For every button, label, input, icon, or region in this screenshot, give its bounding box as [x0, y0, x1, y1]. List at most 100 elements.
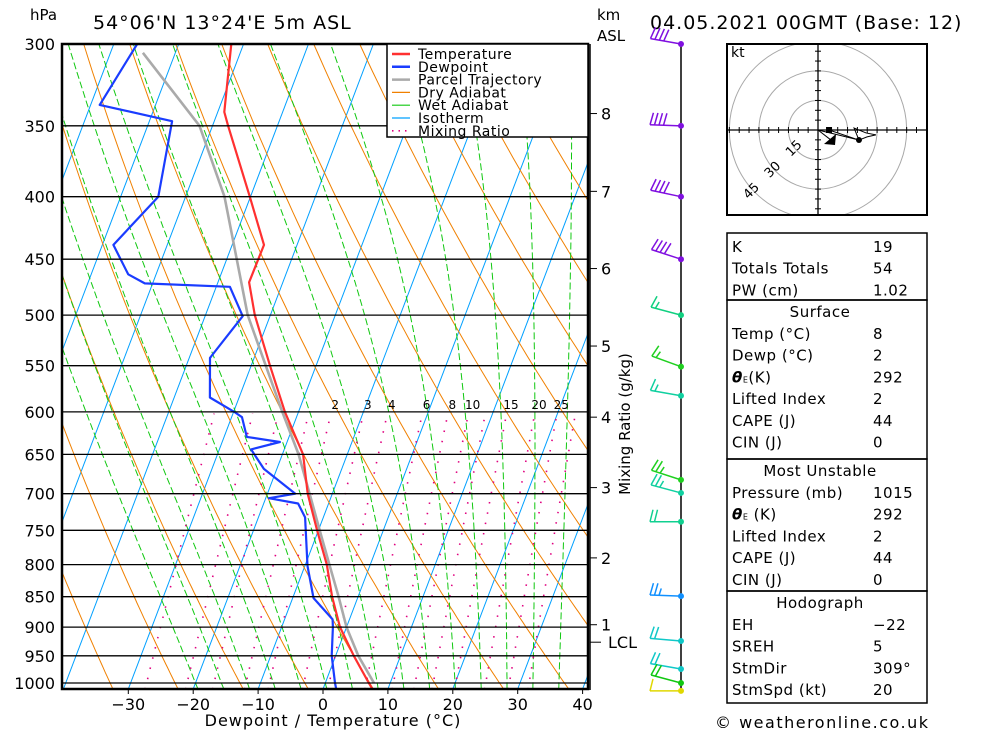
location-title: 54°06'N 13°24'E 5m ASL [93, 12, 352, 34]
wind-barb-flag [649, 378, 657, 391]
wind-barb [649, 509, 684, 525]
pressure-tick-label: 1000 [14, 674, 55, 693]
isotherm-line [387, 161, 588, 689]
index-value: 0 [873, 434, 883, 452]
mixing-ratio-label: 6 [423, 398, 431, 412]
index-value: 5 [873, 638, 883, 656]
table-title: Most Unstable [763, 462, 876, 480]
wind-barb-flag [650, 473, 658, 486]
wet-adiabat-line [460, 44, 508, 689]
wet-adiabat-line [519, 44, 536, 689]
wind-barb-half-flag [659, 466, 665, 474]
legend-label: Dewpoint [418, 60, 489, 76]
wet-adiabat-line [270, 44, 431, 689]
temperature-tick-label: −20 [176, 695, 210, 714]
isotherm-line [62, 44, 245, 524]
mixing-ratio-label: 2 [331, 398, 339, 412]
hodograph-end-marker [855, 137, 862, 144]
wind-barb-flag [649, 27, 657, 39]
theta-symbol: θ [732, 368, 743, 386]
mixing-ratio-label: 4 [388, 398, 396, 412]
wind-barb [649, 112, 684, 129]
hodograph-start-marker [826, 127, 833, 133]
temperature-tick-label: −10 [241, 695, 275, 714]
temperature-tick-label: −30 [111, 695, 145, 714]
dry-adiabat-line [820, 44, 1000, 689]
index-value: 0 [873, 571, 883, 589]
hodograph-unit-label: kt [731, 45, 745, 61]
wind-barb-flag [655, 460, 663, 473]
wind-barb-dot [678, 363, 684, 370]
hodograph-table: Hodograph EH −22 SREH 5 StmDir 309° StmSpd (kt)… [726, 590, 928, 704]
wind-barb-half-flag [659, 480, 665, 488]
wind-barb-flag [650, 459, 659, 471]
index-label-text: (K) [748, 506, 776, 524]
km-tick-label: 8 [601, 105, 611, 124]
index-value: 1015 [873, 484, 913, 502]
dry-adiabat-line [62, 272, 244, 689]
mixing-ratio-label: 3 [364, 398, 372, 412]
wind-barb-flag [653, 583, 659, 596]
wind-barb [649, 626, 684, 645]
index-label: Totals Totals [731, 260, 829, 278]
wind-barb-flag [659, 241, 668, 253]
dry-adiabat-line [175, 44, 505, 689]
legend-label: Dry Adiabat [418, 85, 506, 101]
wind-barb-flag [649, 626, 655, 639]
dry-adiabat-line [958, 44, 1000, 689]
mixing-ratio-label: 20 [531, 398, 546, 412]
wind-barb-flag [663, 181, 670, 194]
wet-adiabat-line [67, 44, 302, 689]
pressure-tick-label: 450 [24, 250, 55, 269]
wind-barb-dot [678, 312, 684, 319]
wind-barb-flag [654, 27, 661, 40]
dry-adiabat-line [866, 44, 1000, 689]
wind-barb-flag [650, 178, 657, 191]
wind-barb [649, 678, 684, 694]
wind-barb-dot [678, 687, 684, 694]
index-value: 292 [873, 506, 903, 524]
wet-adiabat-line [98, 44, 328, 689]
wind-barb-half-flag [658, 588, 662, 596]
pressure-tick-label: 750 [24, 521, 55, 540]
parcel-trajectory-line [141, 52, 376, 684]
temperature-tick-label: 40 [572, 695, 592, 714]
hodograph-box [726, 43, 928, 216]
wind-barb [651, 345, 684, 370]
pressure-tick-label: 800 [24, 556, 55, 575]
index-label: Lifted Index [732, 390, 826, 408]
index-value: 1.02 [873, 281, 908, 299]
dry-adiabat-line [912, 44, 1000, 689]
wind-barb-flag [654, 652, 661, 665]
wind-barb [650, 473, 684, 496]
pressure-axis-unit: hPa [30, 6, 57, 24]
wind-barb-flag [649, 652, 657, 664]
temperature-tick-label: 0 [318, 695, 328, 714]
dry-adiabat-line [405, 44, 588, 367]
wet-adiabat-line [172, 44, 379, 689]
mixing-ratio-label: 8 [448, 398, 456, 412]
wind-barb-dot [678, 518, 684, 525]
wind-barb-dot [678, 666, 684, 673]
index-value: 292 [873, 368, 903, 386]
index-value: −22 [873, 616, 906, 634]
wind-barb-dot [678, 41, 684, 47]
isotherm-line [62, 44, 180, 353]
wind-barb-dot [678, 680, 684, 686]
dry-adiabat-line [83, 44, 374, 689]
theta-subscript: E [743, 375, 749, 384]
index-label: Dewp (°C) [732, 347, 814, 365]
dry-adiabat-line [313, 44, 588, 539]
index-value: 20 [873, 681, 893, 699]
legend-label: Parcel Trajectory [418, 73, 542, 89]
isotherm-line [517, 502, 588, 689]
index-value: 2 [873, 390, 883, 408]
legend-label: Wet Adiabat [418, 98, 509, 114]
asl-label: ASL [597, 27, 626, 45]
legend-label: Temperature [417, 47, 512, 63]
wind-barb [650, 663, 684, 686]
pressure-tick-label: 400 [24, 188, 55, 207]
index-label: θE(K) [732, 368, 771, 386]
